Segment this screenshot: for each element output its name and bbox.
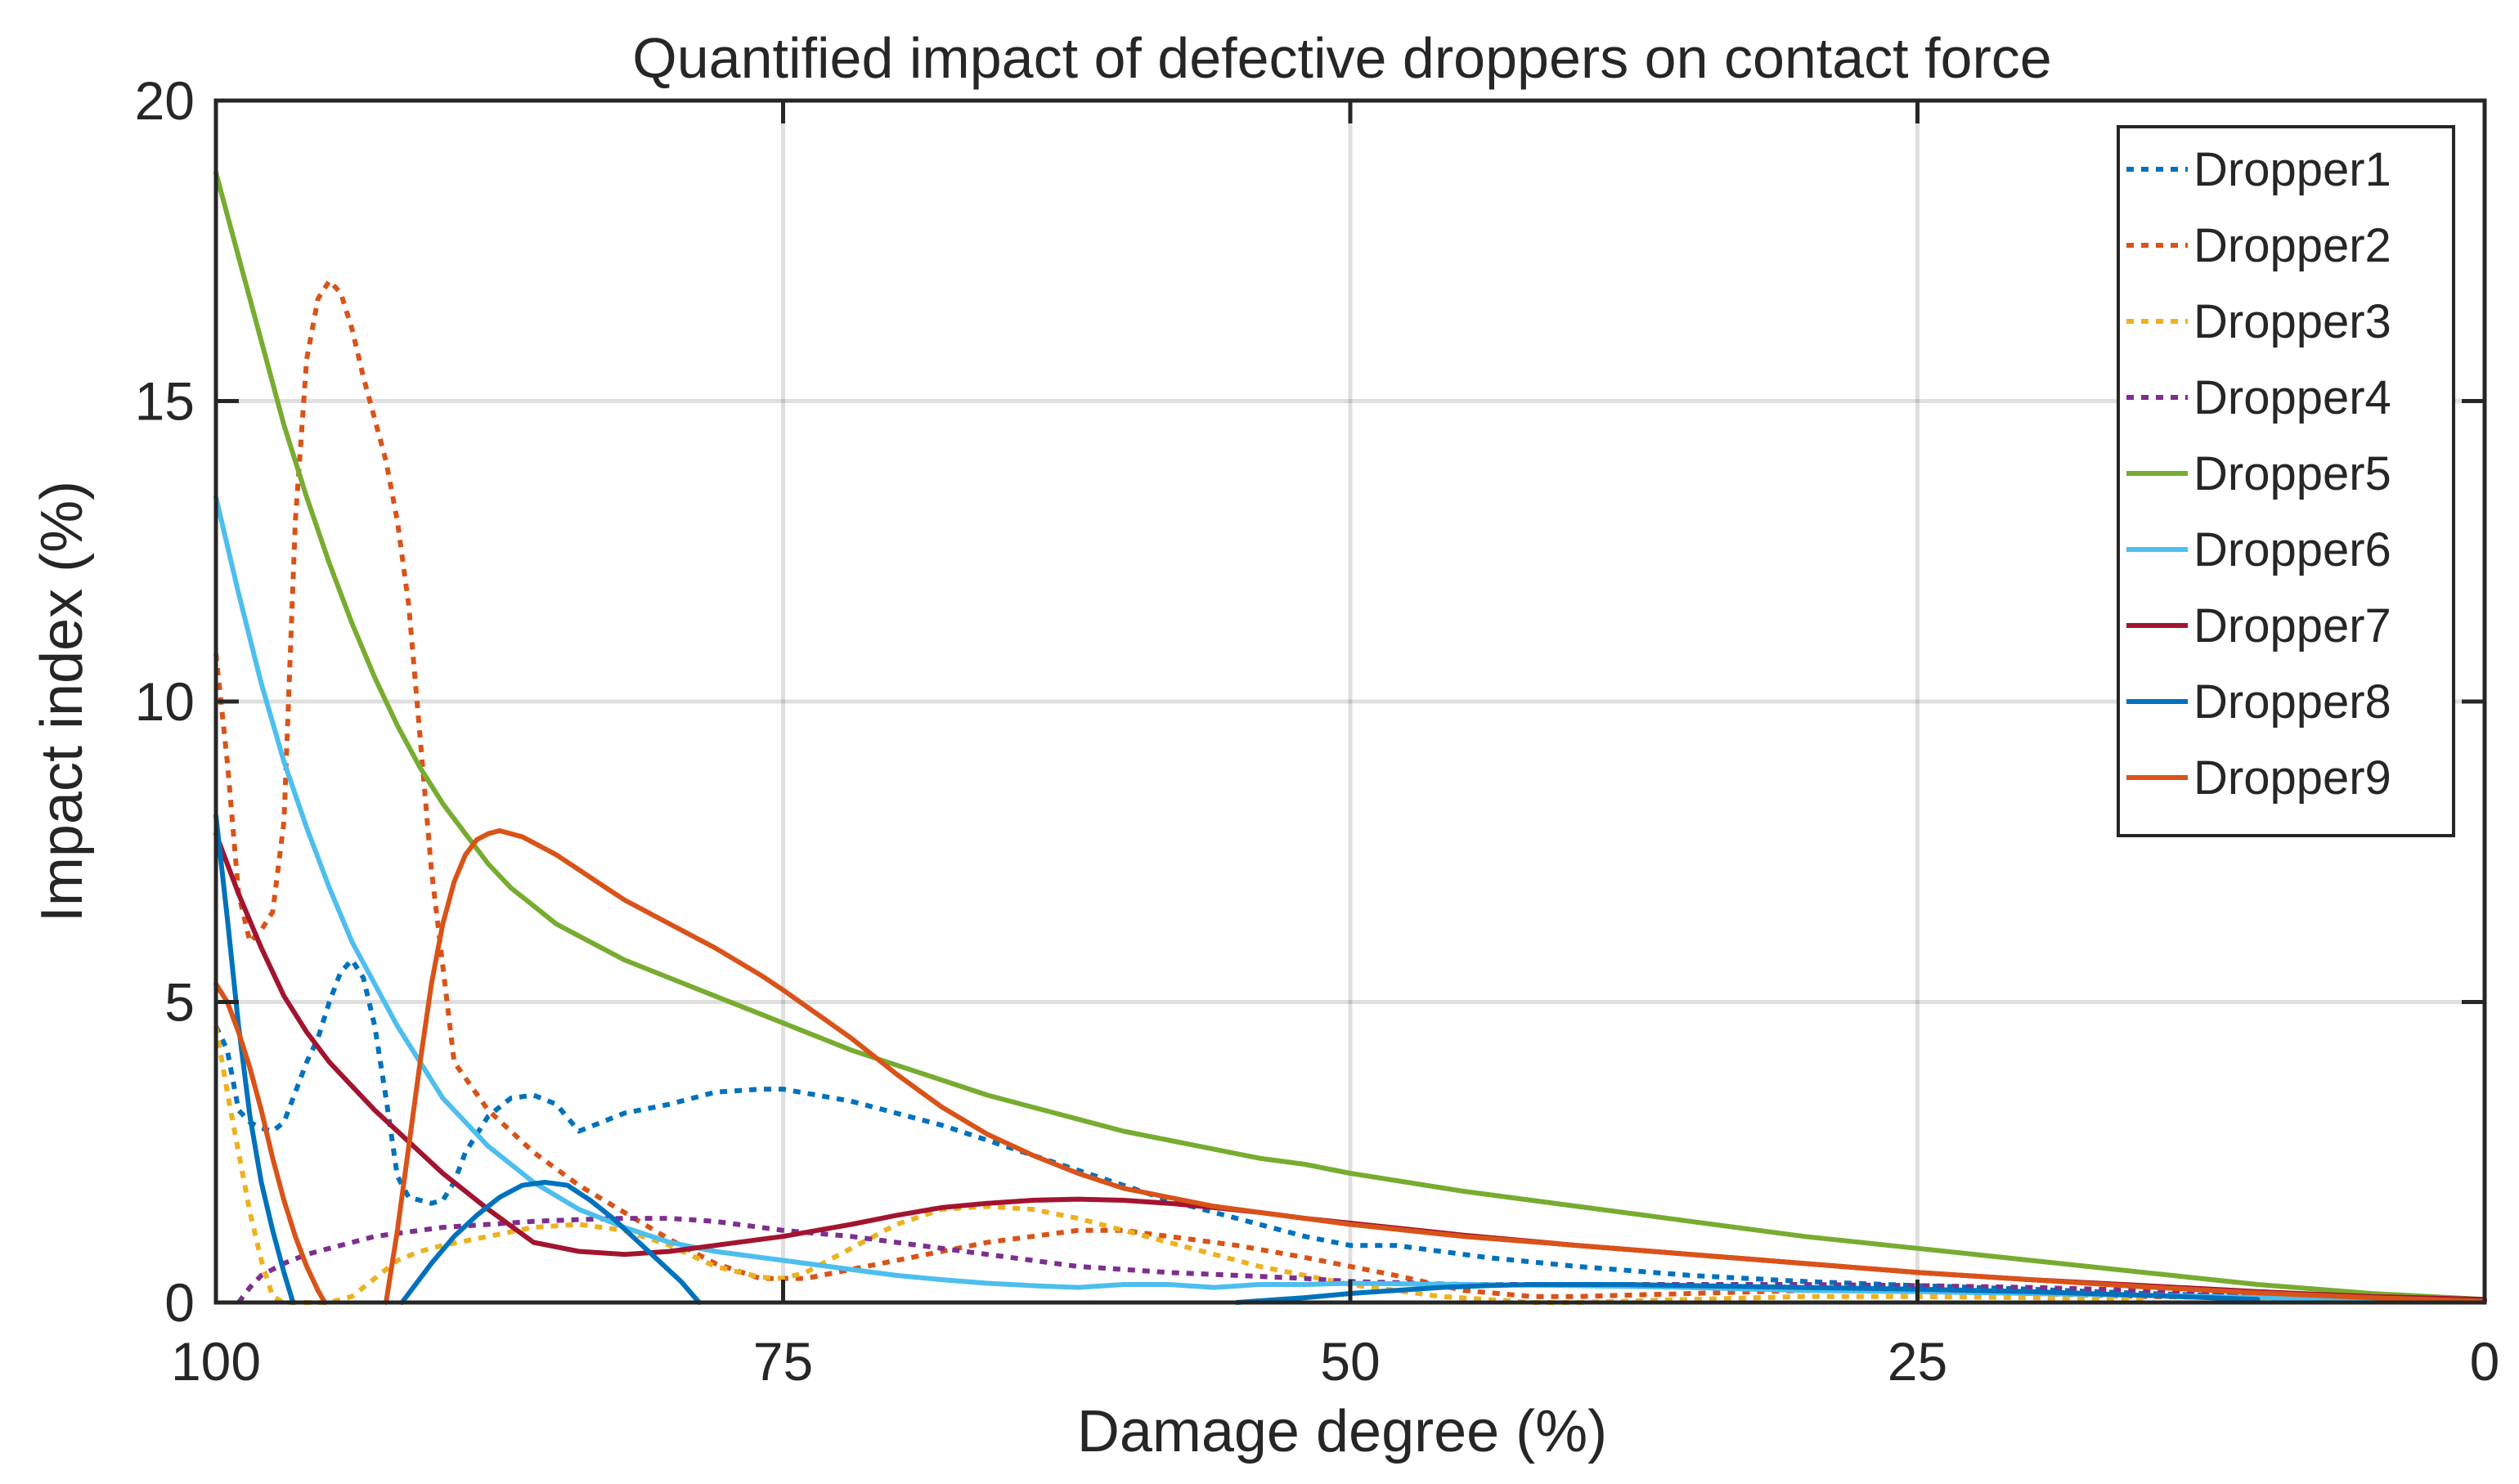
legend-label-dropper9: Dropper9: [2193, 751, 2391, 805]
legend-label-dropper4: Dropper4: [2193, 371, 2391, 424]
legend-label-dropper5: Dropper5: [2193, 447, 2391, 500]
tick-labels: 100 75 50 25 0 0 5 10 15 20: [135, 70, 2500, 1392]
x-tick-label: 0: [2470, 1331, 2500, 1392]
y-tick-label: 0: [164, 1272, 195, 1333]
y-tick-label: 5: [164, 972, 195, 1033]
series-line-dropper4: [236, 1216, 2326, 1304]
plot-frame: [213, 98, 2487, 1305]
series-line-dropper1: [213, 957, 2326, 1301]
legend-label-dropper6: Dropper6: [2193, 523, 2391, 576]
x-tick-label: 75: [753, 1331, 813, 1392]
legend-label-dropper8: Dropper8: [2193, 675, 2391, 729]
grid-lines: [216, 101, 2485, 1302]
legend-label-dropper1: Dropper1: [2193, 143, 2391, 196]
y-tick-label: 10: [135, 671, 195, 732]
series-line-dropper3: [213, 1025, 2144, 1305]
y-axis-title: Impact index (%): [29, 481, 95, 922]
legend-label-dropper2: Dropper2: [2193, 219, 2391, 272]
x-axis-title: Damage degree (%): [1077, 1399, 1607, 1464]
x-tick-label: 25: [1888, 1331, 1947, 1392]
series-line-dropper8: [399, 1180, 702, 1305]
series-line-dropper9: [213, 981, 328, 1305]
y-tick-label: 20: [135, 70, 195, 131]
legend-label-dropper3: Dropper3: [2193, 295, 2391, 348]
x-tick-label: 50: [1320, 1331, 1380, 1392]
x-tick-label: 100: [171, 1331, 261, 1392]
legend: Dropper1 Dropper2 Dropper3 Dropper4 Dropper5…: [2117, 125, 2455, 837]
series-line-dropper8: [213, 813, 296, 1305]
legend-label-dropper7: Dropper7: [2193, 599, 2391, 652]
series-line-dropper8: [1234, 1282, 2261, 1305]
series-line-dropper5: [213, 170, 2487, 1302]
series-layer: [213, 170, 2487, 1305]
series-line-dropper2: [213, 278, 2326, 1302]
series-line-dropper9: [384, 828, 2487, 1305]
y-tick-label: 15: [135, 371, 195, 432]
chart-title: Quantified impact of defective droppers …: [632, 26, 2051, 90]
